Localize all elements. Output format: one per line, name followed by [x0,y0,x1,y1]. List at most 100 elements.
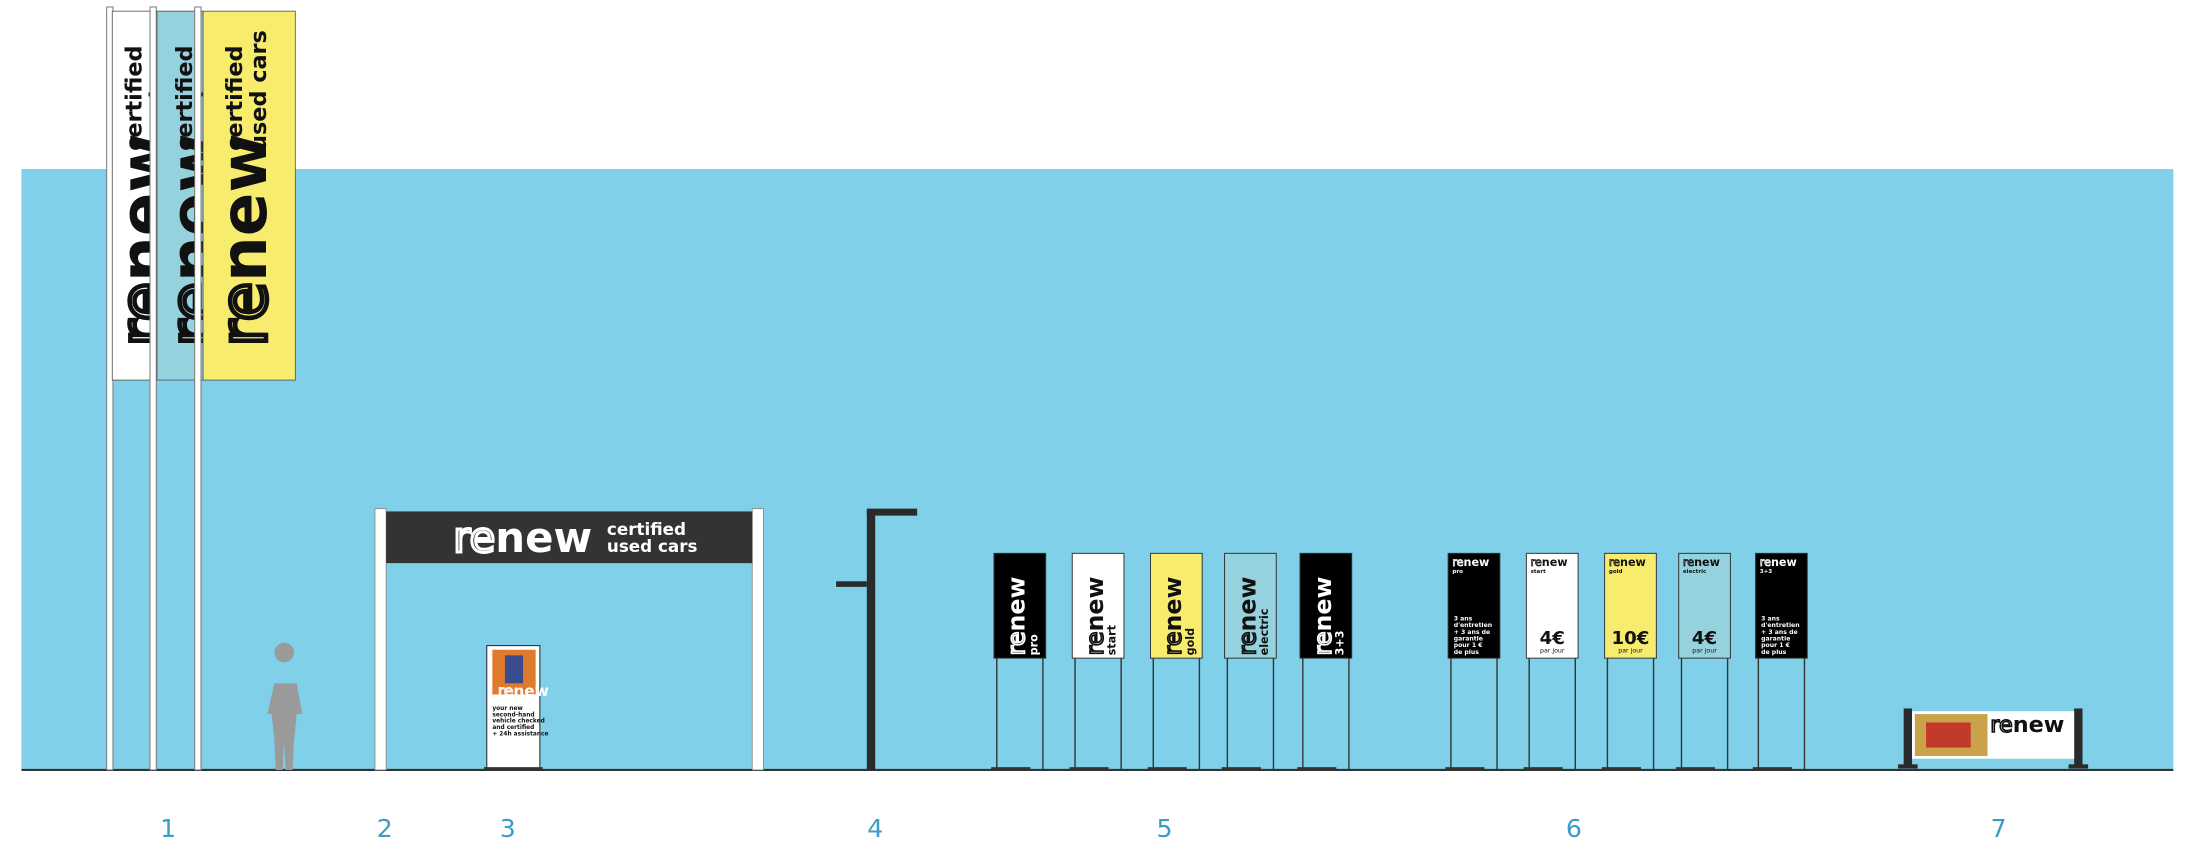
logo: renew [207,133,282,346]
stand-base [991,767,1031,770]
logo: renew [1003,576,1031,655]
logo: renew [1309,576,1337,655]
logo: renew [1609,556,1646,569]
totem-label: start [1106,624,1119,655]
lamp-post [836,508,918,770]
offer-text: 3 ans [1454,615,1473,622]
offer-text: 3 ans [1761,615,1780,622]
totem-label: electric [1258,609,1271,656]
stand-base [1297,767,1337,770]
logo-new: new [1542,556,1568,569]
logo-re: re [1003,631,1031,655]
logo-new: new [1464,556,1490,569]
price-totem [1755,552,1808,659]
offer-text: + 3 ans de [1454,629,1490,636]
totem [1299,552,1353,659]
totem [1224,552,1277,659]
stand-base [1069,767,1109,770]
logo-re: re [1683,556,1694,569]
flag-pole [194,6,202,771]
tagline: certified [172,45,198,150]
logo-new: new [106,133,181,282]
flag-pole [149,6,157,771]
marker-number: 6 [1566,814,1582,843]
marker-number: 7 [1991,814,2007,843]
logo-new: new [207,133,282,282]
stand-base [1221,767,1261,770]
logo-re: re [1233,631,1261,655]
price-totem [1604,552,1657,659]
offer-text: d'entretien [1454,622,1492,629]
poster-text: and certified [492,725,534,731]
price-totem [1678,552,1731,659]
logo: renew [106,133,181,346]
logo-new: new [513,682,549,700]
logo-new: new [1159,576,1187,631]
offer-text: pour 1 € [1761,642,1790,649]
logo-new: new [495,513,592,562]
stand-base [1445,767,1485,770]
banner: renew [1898,708,2089,769]
poster-text: second-hand [492,712,534,718]
tagline: used cars [145,30,171,151]
logo-re: re [1609,556,1620,569]
logo-re: re [1081,631,1109,655]
marker-number: 5 [1156,814,1172,843]
totem [1150,552,1203,659]
price-unit: par jour [1692,648,1717,655]
price: 4€ [1692,628,1717,649]
totem-label: 3+3 [1760,569,1773,575]
offer-text: + 3 ans de [1761,629,1797,636]
poster-text: your new [492,706,523,712]
tagline: used cars [607,536,698,556]
logo-re: re [498,682,513,700]
stand-base [1601,767,1641,770]
logo-re: re [1452,556,1463,569]
logo-re: re [453,513,495,562]
logo: renew [1531,556,1568,569]
logo: renew [1760,556,1797,569]
logo-new: new [1003,576,1031,631]
person-silhouette [267,642,303,770]
flag-pole [106,6,114,771]
totem-label: 3+3 [1333,630,1346,655]
offer-text: d'entretien [1761,622,1799,629]
stand-base [1675,767,1716,770]
price-unit: par jour [1540,648,1565,655]
logo: renew [1233,576,1261,655]
totem [993,552,1047,659]
marker-number: 1 [160,814,176,843]
tagline: used cars [246,30,272,151]
totem-label: pro [1027,634,1040,655]
totem-label: electric [1683,569,1706,575]
logo: renew [1081,576,1109,655]
logo-re: re [1760,556,1771,569]
logo: renew [1683,556,1720,569]
logo-new: new [1620,556,1646,569]
background [21,169,2174,770]
marker-number: 4 [867,814,883,843]
totem [1071,552,1125,659]
offer-text: garantie [1761,636,1790,643]
logo-new: new [1771,556,1797,569]
logo-new: new [1081,576,1109,631]
price-unit: par jour [1618,648,1643,655]
stand-base [1752,767,1792,770]
stand-base [1523,767,1563,770]
offer-text: pour 1 € [1454,642,1483,649]
flag [202,10,296,381]
logo-re: re [1990,712,2012,738]
price: 10€ [1612,628,1650,649]
logo: renew [453,513,592,562]
logo-re: re [207,282,282,347]
marker-number: 2 [377,814,393,843]
price-totem [1525,552,1579,659]
logo-new: new [1694,556,1720,569]
logo: renew [1159,576,1187,655]
